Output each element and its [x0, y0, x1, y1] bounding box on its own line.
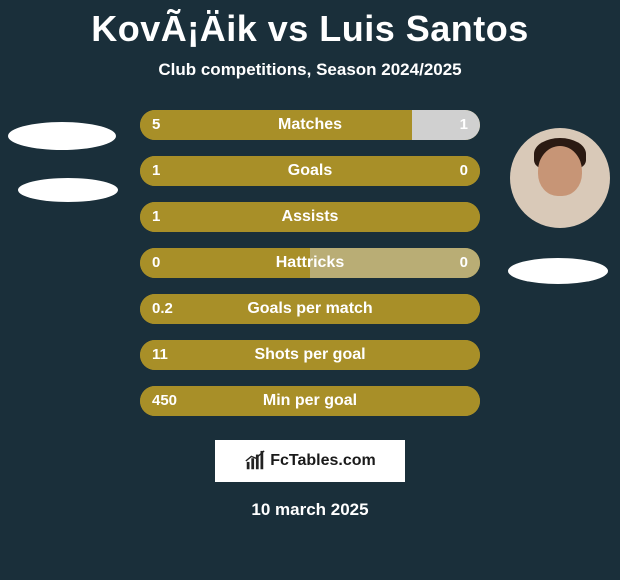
subtitle: Club competitions, Season 2024/2025: [0, 60, 620, 80]
stat-value-right: 0: [460, 156, 468, 186]
stat-value-left: 1: [152, 202, 160, 232]
stat-bar: 51: [140, 110, 480, 140]
stat-bar-left: [140, 340, 480, 370]
stat-bar: 00: [140, 248, 480, 278]
stat-bar: 11: [140, 340, 480, 370]
stat-bar: 450: [140, 386, 480, 416]
stat-bar: 0.2: [140, 294, 480, 324]
date-label: 10 march 2025: [0, 500, 620, 520]
stat-bar-left: [140, 110, 412, 140]
stat-value-right: 0: [460, 248, 468, 278]
stat-bar: 10: [140, 156, 480, 186]
stat-bar-left: [140, 202, 480, 232]
watermark: FcTables.com: [215, 440, 405, 482]
stat-bar-left: [140, 248, 310, 278]
stat-row: 10Goals: [0, 156, 620, 186]
stat-value-left: 0: [152, 248, 160, 278]
stat-value-left: 1: [152, 156, 160, 186]
stat-row: 00Hattricks: [0, 248, 620, 278]
stat-bar-left: [140, 386, 480, 416]
stat-value-left: 450: [152, 386, 177, 416]
stat-row: 450Min per goal: [0, 386, 620, 416]
page-title: KovÃ¡Äik vs Luis Santos: [0, 0, 620, 50]
stat-bar-right: [310, 248, 480, 278]
stat-bar: 1: [140, 202, 480, 232]
stat-bar-left: [140, 294, 480, 324]
stat-row: 0.2Goals per match: [0, 294, 620, 324]
stat-value-left: 0.2: [152, 294, 173, 324]
stat-bar-left: [140, 156, 480, 186]
stat-row: 51Matches: [0, 110, 620, 140]
stat-bar-right: [412, 110, 480, 140]
stat-value-left: 5: [152, 110, 160, 140]
stat-row: 1Assists: [0, 202, 620, 232]
stat-row: 11Shots per goal: [0, 340, 620, 370]
stat-value-left: 11: [152, 340, 168, 370]
stat-value-right: 1: [460, 110, 468, 140]
watermark-label: FcTables.com: [270, 452, 376, 470]
comparison-chart: 51Matches10Goals1Assists00Hattricks0.2Go…: [0, 110, 620, 416]
chart-icon: [244, 450, 266, 472]
